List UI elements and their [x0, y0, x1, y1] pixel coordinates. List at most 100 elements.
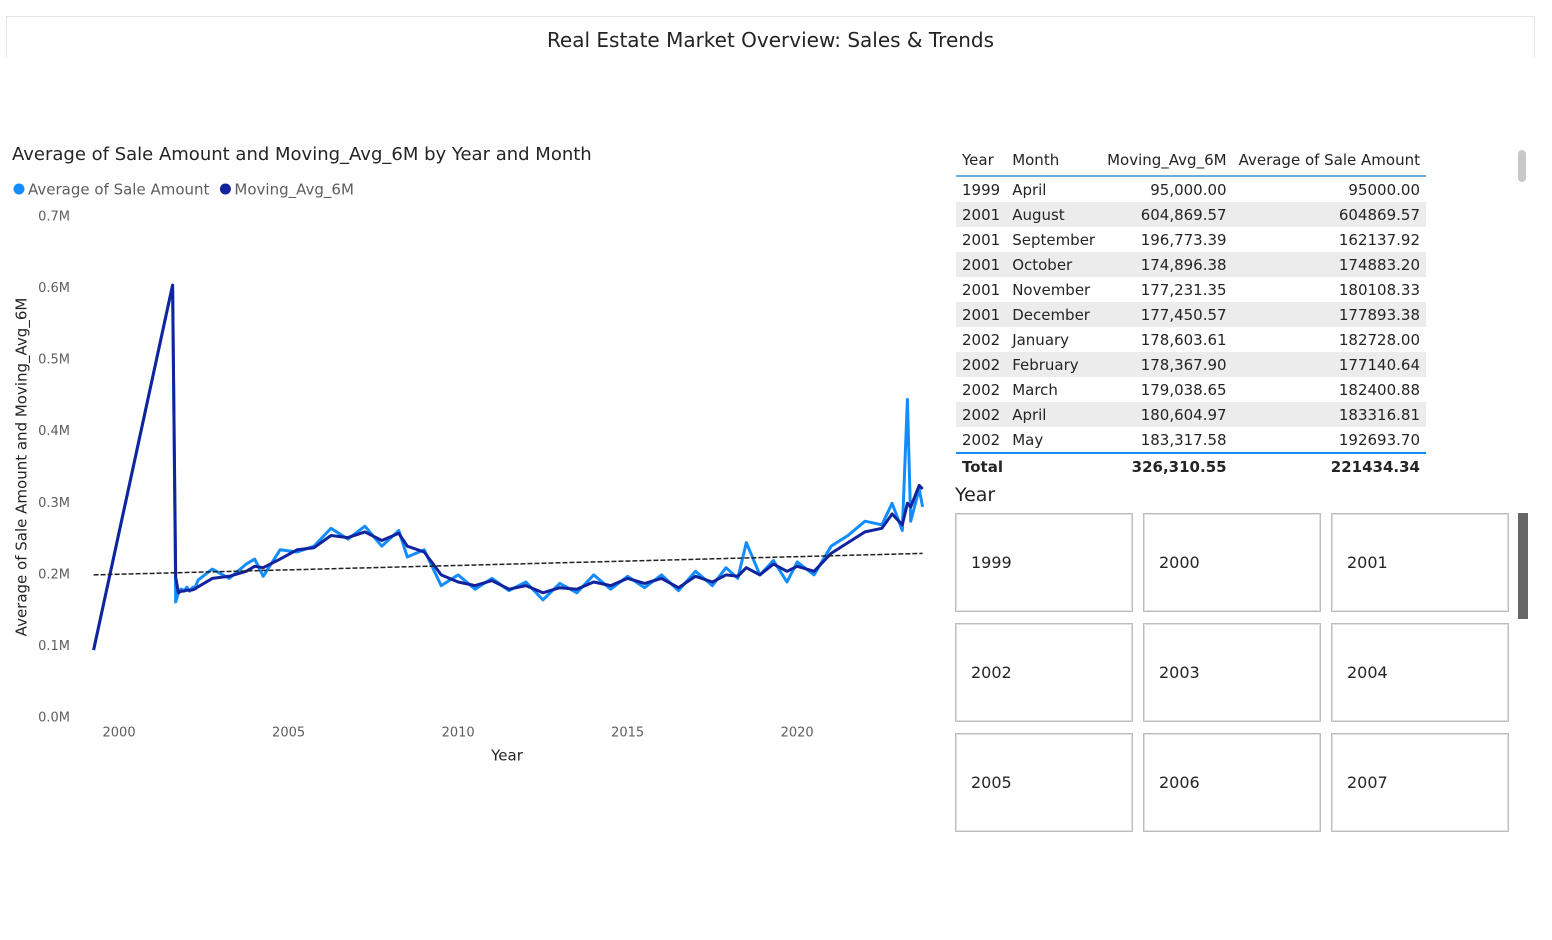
table-cell: 182400.88 [1338, 380, 1420, 399]
table-cell: 179,038.65 [1140, 380, 1227, 399]
data-table: Year Month Moving_Avg_6M Average of Sale Am… [956, 145, 1426, 479]
table-cell: 2002 [956, 402, 1007, 427]
table-cell: 2001 [962, 230, 1001, 249]
table-cell: 2001 [956, 302, 1007, 327]
column-header: Moving_Avg_6M [1101, 145, 1233, 177]
column-header: Month [1006, 145, 1102, 177]
table-row: 2001 August 604,869.57 604869.57 [956, 202, 1426, 227]
table-cell: 2002 [962, 380, 1001, 399]
table-cell: April [1006, 402, 1102, 427]
y-tick-label: 0.6M [38, 281, 70, 296]
slicer-tile[interactable]: 2001 [1331, 513, 1509, 612]
table-cell: October [1006, 252, 1102, 277]
y-tick-label: 0.4M [38, 424, 70, 439]
table-row: 2001 November 177,231.35 180108.33 [956, 277, 1426, 302]
table-cell: February [1006, 352, 1102, 377]
slicer-tile[interactable]: 2000 [1143, 513, 1321, 612]
table-cell: 2001 [956, 202, 1007, 227]
x-tick-label: 2015 [611, 726, 644, 741]
table-cell: 221434.34 [1232, 452, 1426, 479]
series-line [92, 283, 925, 651]
table-cell: 95,000.00 [1150, 180, 1227, 199]
x-tick-label: 2005 [272, 726, 305, 741]
slicer-title: Year [955, 484, 996, 506]
table-row: 2002 January 178,603.61 182728.00 [956, 327, 1426, 352]
table-cell: May [1012, 430, 1044, 449]
table-cell: August [1006, 202, 1102, 227]
table-cell: 1999 [962, 180, 1001, 199]
table-row: 2002 February 178,367.90 177140.64 [956, 352, 1426, 377]
table-cell: 177,450.57 [1101, 302, 1233, 327]
table-cell: March [1012, 380, 1058, 399]
table-cell: 178,367.90 [1101, 352, 1233, 377]
table-row: 2001 September 196,773.39 162137.92 [956, 227, 1426, 252]
y-tick-label: 0.3M [38, 496, 70, 511]
slicer-tile[interactable]: 1999 [955, 513, 1133, 612]
x-tick-label: 2000 [103, 726, 136, 741]
table-row: 2001 December 177,450.57 177893.38 [956, 302, 1426, 327]
table-row: 2002 March 179,038.65 182400.88 [956, 377, 1426, 402]
slicer-tile[interactable]: 2005 [955, 733, 1133, 832]
column-header: Average of Sale Amount [1232, 145, 1426, 177]
scrollbar[interactable] [1518, 150, 1526, 182]
y-tick-label: 0.2M [38, 567, 70, 582]
table-cell: Total [956, 452, 1102, 479]
legend-label: Average of Sale Amount [28, 181, 210, 199]
table-cell: 174,896.38 [1101, 252, 1233, 277]
slicer-tile[interactable]: 2002 [955, 623, 1133, 722]
table-cell: April [1012, 180, 1047, 199]
slicer-tile[interactable]: 2004 [1331, 623, 1509, 722]
table-cell: September [1012, 230, 1096, 249]
table-cell: November [1012, 280, 1091, 299]
table-row: 1999 April 95,000.00 95000.00 [956, 176, 1426, 202]
table-cell: 178,603.61 [1140, 330, 1227, 349]
table-row: 2001 October 174,896.38 174883.20 [956, 252, 1426, 277]
series-line [92, 283, 924, 651]
chart-title: Average of Sale Amount and Moving_Avg_6M… [12, 144, 592, 165]
table-cell: 183316.81 [1232, 402, 1426, 427]
y-axis-title: Average of Sale Amount and Moving_Avg_6M [13, 298, 32, 637]
legend-marker [219, 183, 231, 195]
table-cell: 326,310.55 [1101, 452, 1233, 479]
x-tick-label: 2020 [781, 726, 814, 741]
table-cell: 180,604.97 [1101, 402, 1233, 427]
y-tick-label: 0.7M [38, 210, 70, 225]
legend-marker [13, 183, 25, 195]
slicer-tile[interactable]: 2006 [1143, 733, 1321, 832]
table-cell: 182728.00 [1338, 330, 1420, 349]
slicer: 1999 2000 2001 2002 2003 2004 2005 2006 2007 [955, 513, 1509, 832]
table-cell: 177140.64 [1232, 352, 1426, 377]
y-tick-label: 0.1M [38, 639, 70, 654]
table-row: 2002 April 180,604.97 183316.81 [956, 402, 1426, 427]
slicer-tile[interactable]: 2007 [1331, 733, 1509, 832]
table-cell: 196,773.39 [1140, 230, 1227, 249]
table-cell: 2001 [962, 280, 1001, 299]
table-cell: 2002 [962, 430, 1001, 449]
table-row: 2002 May 183,317.58 192693.70 [956, 427, 1426, 453]
table-cell: 95000.00 [1348, 180, 1420, 199]
slicer-tile[interactable]: 2003 [1143, 623, 1321, 722]
table-cell: 162137.92 [1338, 230, 1420, 249]
chart: Average of Sale Amount and Moving_Avg_6M… [12, 144, 925, 765]
table-cell: 604,869.57 [1101, 202, 1233, 227]
table-cell: 183,317.58 [1140, 430, 1227, 449]
table-cell: 180108.33 [1338, 280, 1420, 299]
y-tick-label: 0.5M [38, 353, 70, 368]
page-title: Real Estate Market Overview: Sales & Tre… [6, 16, 1535, 57]
table-cell: 177,231.35 [1140, 280, 1227, 299]
x-axis-title: Year [490, 747, 524, 765]
table-cell: December [1006, 302, 1102, 327]
table-cell: 192693.70 [1338, 430, 1420, 449]
header-row: Year Month Moving_Avg_6M Average of Sale Am… [956, 145, 1426, 177]
table-cell: 177893.38 [1232, 302, 1426, 327]
scrollbar[interactable] [1518, 513, 1528, 619]
table-cell: 604869.57 [1232, 202, 1426, 227]
table-cell: 174883.20 [1232, 252, 1426, 277]
table-cell: 2002 [956, 352, 1007, 377]
total-row: Total 326,310.55 221434.34 [956, 452, 1426, 479]
column-header: Year [956, 145, 1007, 177]
table-cell: January [1012, 330, 1070, 349]
y-tick-label: 0.0M [38, 711, 70, 726]
x-tick-label: 2010 [442, 726, 475, 741]
